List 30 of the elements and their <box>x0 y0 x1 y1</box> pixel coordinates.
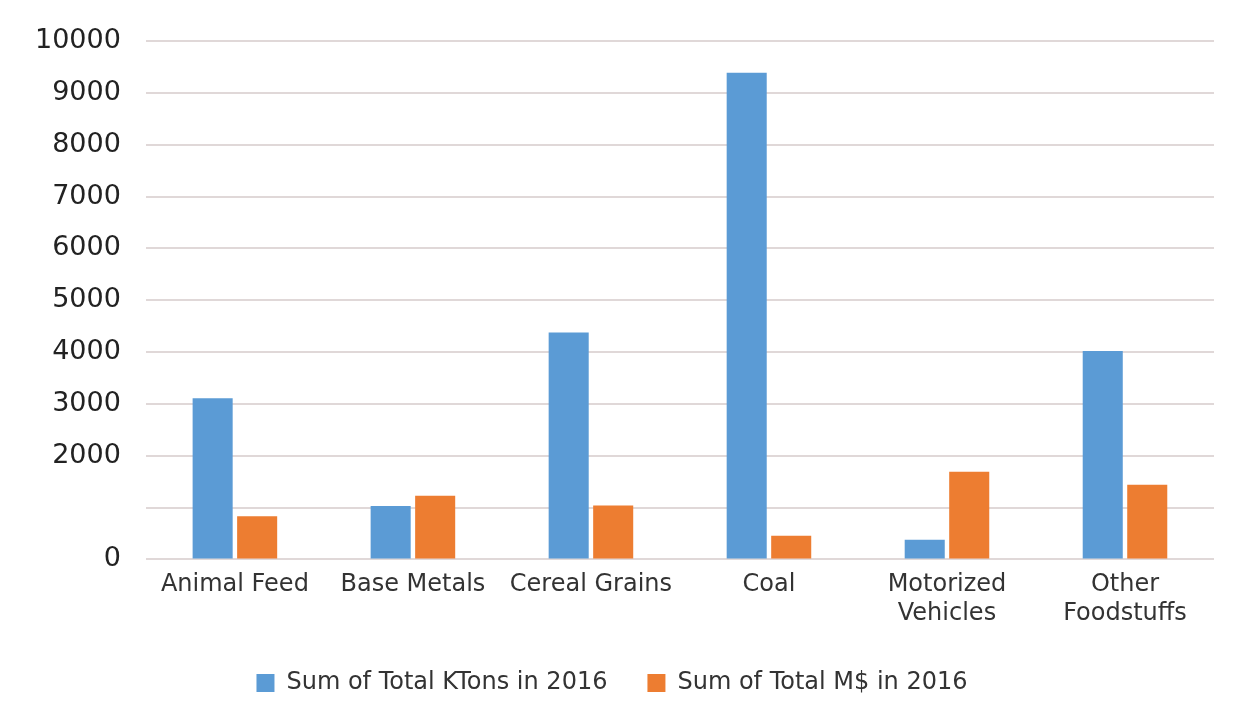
bar <box>593 505 634 559</box>
bar <box>1082 351 1123 559</box>
bar <box>237 516 278 559</box>
y-tick-label: 9000 <box>52 75 121 107</box>
y-tick-label: 2000 <box>52 437 121 469</box>
legend-label: Sum of Total KTons in 2016 <box>286 667 608 696</box>
y-tick-label: 3000 <box>52 385 121 417</box>
x-tick-label: Cereal Grains <box>509 569 673 598</box>
y-tick-label: 5000 <box>52 282 121 314</box>
bar <box>548 332 589 559</box>
x-tick-label: Animal Feed <box>160 569 309 598</box>
legend-label: Sum of Total M$ in 2016 <box>677 667 968 696</box>
bar <box>726 72 767 559</box>
bar <box>771 535 812 559</box>
bar <box>370 506 411 559</box>
x-tick-label: Base Metals <box>340 569 486 598</box>
y-tick-label: 0 <box>103 541 121 573</box>
x-tick-label: Other Foodstuffs <box>1063 569 1187 626</box>
x-tick-label: Coal <box>742 569 796 598</box>
bar <box>1127 484 1168 559</box>
y-tick-label: 6000 <box>52 230 121 262</box>
y-tick-label: 4000 <box>52 334 121 366</box>
bar <box>192 398 233 559</box>
bar <box>415 495 456 559</box>
y-tick-label: 10000 <box>34 23 121 55</box>
bar <box>904 539 945 559</box>
x-tick-label: Motorized Vehicles <box>887 569 1007 626</box>
y-tick-label: 8000 <box>52 126 121 158</box>
y-tick-label: 7000 <box>52 178 121 210</box>
bar <box>949 471 990 559</box>
